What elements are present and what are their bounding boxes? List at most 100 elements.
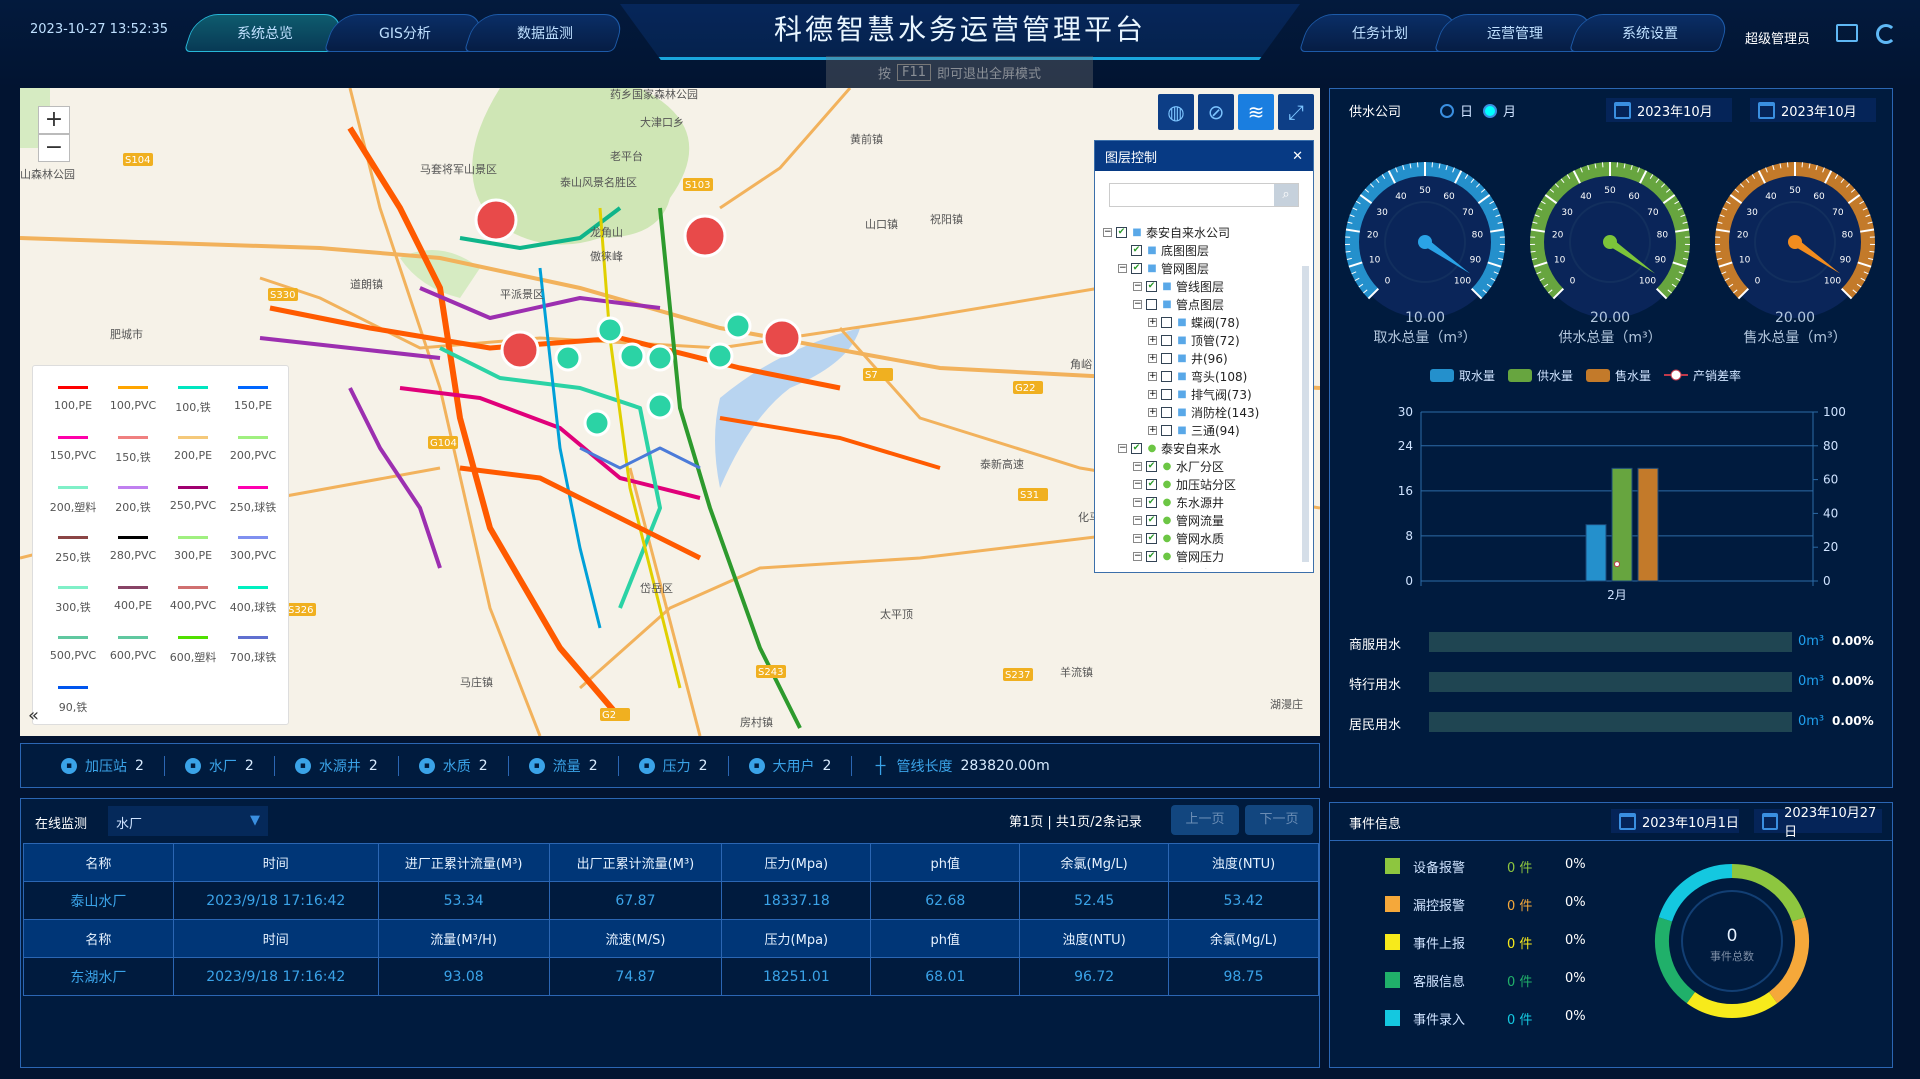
expand-toggle-icon[interactable]: + [1148, 316, 1157, 327]
stat-item[interactable]: ┼ 管线长度 283820.00m [852, 756, 1069, 776]
stat-item[interactable]: ▪ 加压站 2 [41, 755, 165, 776]
layer-node[interactable]: − ✔ ● 泰安自来水 [1103, 439, 1297, 457]
stat-item[interactable]: ▪ 大用户 2 [729, 755, 853, 776]
monitor-type-select[interactable]: 水厂 ▼ [108, 806, 268, 836]
collapse-legend-button[interactable]: « [28, 705, 40, 726]
layer-node[interactable]: − ✔ ■ 泰安自来水公司 [1103, 223, 1297, 241]
layer-checkbox[interactable]: ✔ [1131, 262, 1142, 274]
layer-checkbox[interactable] [1161, 370, 1172, 382]
layer-checkbox[interactable] [1161, 424, 1172, 436]
expand-toggle-icon[interactable]: + [1148, 334, 1157, 345]
tab-system-overview[interactable]: 系统总览 [183, 14, 347, 52]
layer-checkbox[interactable]: ✔ [1146, 568, 1157, 569]
layer-checkbox[interactable]: ✔ [1146, 496, 1157, 508]
table-row[interactable]: 泰山水厂 2023/9/18 17:16:42 53.34 67.87 18337.18… [23, 881, 1319, 920]
layer-node[interactable]: + ■ 消防栓(143) [1103, 403, 1297, 421]
gis-map[interactable]: 药乡国家森林公园 大津口乡 马套将军山景区 老平台 泰山风景名胜区 龙角山 傲徕峰 黄前镇 山口… [20, 88, 1320, 736]
layer-checkbox[interactable] [1161, 352, 1172, 364]
layer-checkbox[interactable]: ✔ [1146, 478, 1157, 490]
stat-item[interactable]: ▪ 压力 2 [619, 755, 729, 776]
expand-toggle-icon[interactable]: − [1133, 532, 1142, 543]
layer-node[interactable]: − ✔ ● 水厂分区 [1103, 457, 1297, 475]
layer-checkbox[interactable]: ✔ [1146, 550, 1157, 562]
layer-node[interactable]: − ✔ ■ 管网图层 [1103, 259, 1297, 277]
expand-toggle-icon[interactable]: − [1118, 442, 1127, 453]
event-item[interactable]: 事件录入 0 件 0% [1385, 1009, 1615, 1029]
logout-icon[interactable] [1876, 24, 1896, 44]
close-icon[interactable]: ✕ [1292, 148, 1303, 164]
expand-toggle-icon[interactable]: − [1133, 496, 1142, 507]
stat-item[interactable]: ▪ 水厂 2 [165, 755, 275, 776]
event-item[interactable]: 事件上报 0 件 0% [1385, 933, 1615, 953]
radio-day[interactable] [1440, 103, 1454, 118]
zoom-in-button[interactable]: + [38, 106, 70, 134]
search-icon[interactable]: ⌕ [1274, 184, 1298, 206]
expand-toggle-icon[interactable]: − [1118, 262, 1127, 273]
expand-toggle-icon[interactable]: − [1133, 280, 1142, 291]
layer-node[interactable]: + ■ 井(96) [1103, 349, 1297, 367]
expand-toggle-icon[interactable]: − [1133, 514, 1142, 525]
layer-node[interactable]: + ■ 弯头(108) [1103, 367, 1297, 385]
layer-node[interactable]: − ✔ ● 管网压力 [1103, 547, 1297, 565]
layer-checkbox[interactable]: ✔ [1146, 280, 1157, 292]
event-item[interactable]: 漏控报警 0 件 0% [1385, 895, 1615, 915]
event-date-from[interactable]: 2023年10月1日 [1611, 809, 1739, 833]
table-row[interactable]: 东湖水厂 2023/9/18 17:16:42 93.08 74.87 18251.01… [23, 957, 1319, 996]
tab-settings[interactable]: 系统设置 [1568, 14, 1732, 52]
layer-checkbox[interactable] [1161, 406, 1172, 418]
layer-checkbox[interactable] [1161, 316, 1172, 328]
layers-icon[interactable]: ≋ [1238, 94, 1274, 130]
layer-checkbox[interactable]: ✔ [1131, 244, 1142, 256]
layer-node[interactable]: − ✔ ● 管网水质 [1103, 529, 1297, 547]
expand-toggle-icon[interactable]: + [1148, 388, 1157, 399]
expand-toggle-icon[interactable]: − [1133, 478, 1142, 489]
layer-node[interactable]: + ■ 三通(94) [1103, 421, 1297, 439]
event-date-to[interactable]: 2023年10月27日 [1754, 806, 1882, 840]
zoom-out-button[interactable]: − [38, 134, 70, 162]
layer-node[interactable]: + ■ 排气阀(73) [1103, 385, 1297, 403]
prev-page-button[interactable]: 上一页 [1171, 805, 1239, 835]
layer-checkbox[interactable] [1161, 388, 1172, 400]
layer-checkbox[interactable]: ✔ [1146, 532, 1157, 544]
layer-checkbox[interactable]: ✔ [1146, 460, 1157, 472]
layer-checkbox[interactable] [1161, 334, 1172, 346]
fullscreen-icon[interactable]: ⤢ [1278, 94, 1314, 130]
date-from-picker[interactable]: 2023年10月 [1606, 98, 1732, 122]
radio-month[interactable] [1483, 103, 1498, 118]
tab-gis-analysis[interactable]: GIS分析 [323, 14, 487, 52]
expand-toggle-icon[interactable]: + [1148, 370, 1157, 381]
layer-checkbox[interactable]: ✔ [1131, 442, 1142, 454]
stat-item[interactable]: ▪ 水源井 2 [275, 755, 399, 776]
stat-item[interactable]: ▪ 水质 2 [399, 755, 509, 776]
layer-node[interactable]: − ✔ ● 管网流量 [1103, 511, 1297, 529]
stat-item[interactable]: ▪ 流量 2 [509, 755, 619, 776]
layer-node[interactable]: ✔ ■ 底图图层 [1103, 241, 1297, 259]
layer-node[interactable]: −✔■大用户 [1103, 565, 1297, 569]
next-page-button[interactable]: 下一页 [1245, 805, 1313, 835]
tab-data-monitor[interactable]: 数据监测 [463, 14, 627, 52]
event-item[interactable]: 客服信息 0 件 0% [1385, 971, 1615, 991]
layer-node[interactable]: − ✔ ■ 管线图层 [1103, 277, 1297, 295]
globe-icon[interactable]: ◍ [1158, 94, 1194, 130]
expand-toggle-icon[interactable]: + [1148, 424, 1157, 435]
user-name[interactable]: 超级管理员 [1745, 32, 1811, 47]
expand-toggle-icon[interactable]: − [1133, 550, 1142, 561]
layer-search-input[interactable]: ⌕ [1109, 183, 1299, 207]
no-user-icon[interactable]: ⊘ [1198, 94, 1234, 130]
message-icon[interactable] [1836, 24, 1858, 42]
layer-checkbox[interactable] [1146, 298, 1157, 310]
expand-toggle-icon[interactable]: − [1133, 298, 1142, 309]
layer-node[interactable]: + ■ 蝶阀(78) [1103, 313, 1297, 331]
layer-node[interactable]: + ■ 顶管(72) [1103, 331, 1297, 349]
date-to-picker[interactable]: 2023年10月 [1750, 98, 1876, 122]
layer-node[interactable]: − ✔ ● 东水源井 [1103, 493, 1297, 511]
expand-toggle-icon[interactable]: − [1133, 460, 1142, 471]
layer-checkbox[interactable]: ✔ [1116, 226, 1127, 238]
event-item[interactable]: 设备报警 0 件 0% [1385, 857, 1615, 877]
layer-node[interactable]: − ■ 管点图层 [1103, 295, 1297, 313]
layer-checkbox[interactable]: ✔ [1146, 514, 1157, 526]
expand-toggle-icon[interactable]: + [1148, 406, 1157, 417]
expand-toggle-icon[interactable]: + [1148, 352, 1157, 363]
expand-toggle-icon[interactable]: − [1103, 226, 1112, 237]
